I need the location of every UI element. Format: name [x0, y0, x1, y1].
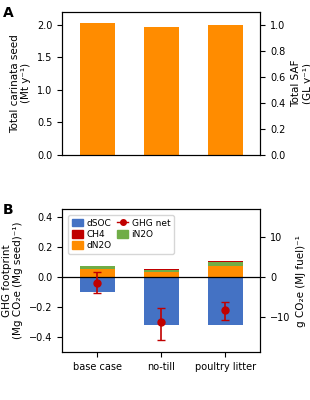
Y-axis label: Total carinata seed
(Mt y⁻¹): Total carinata seed (Mt y⁻¹)	[10, 34, 31, 133]
Bar	[208, 261, 243, 262]
Y-axis label: Total SAF
(GL y⁻¹): Total SAF (GL y⁻¹)	[291, 60, 310, 107]
Bar	[144, 27, 179, 155]
Y-axis label: GHG footprint
(Mg CO₂e (Mg seed)⁻¹): GHG footprint (Mg CO₂e (Mg seed)⁻¹)	[2, 222, 23, 339]
Bar	[144, 270, 179, 272]
Text: A: A	[2, 6, 13, 20]
Bar	[208, 25, 243, 155]
Bar	[208, 277, 243, 325]
Text: B: B	[2, 204, 13, 218]
Bar	[144, 272, 179, 277]
Bar	[80, 23, 115, 155]
Bar	[144, 277, 179, 325]
Bar	[80, 268, 115, 277]
Bar	[208, 266, 243, 277]
Bar	[80, 277, 115, 292]
Legend: dSOC, CH4, dN2O, GHG net, iN2O: dSOC, CH4, dN2O, GHG net, iN2O	[69, 215, 174, 254]
Y-axis label: g CO₂e (MJ fuel)⁻¹: g CO₂e (MJ fuel)⁻¹	[296, 235, 306, 326]
Bar	[80, 266, 115, 268]
Bar	[208, 262, 243, 266]
